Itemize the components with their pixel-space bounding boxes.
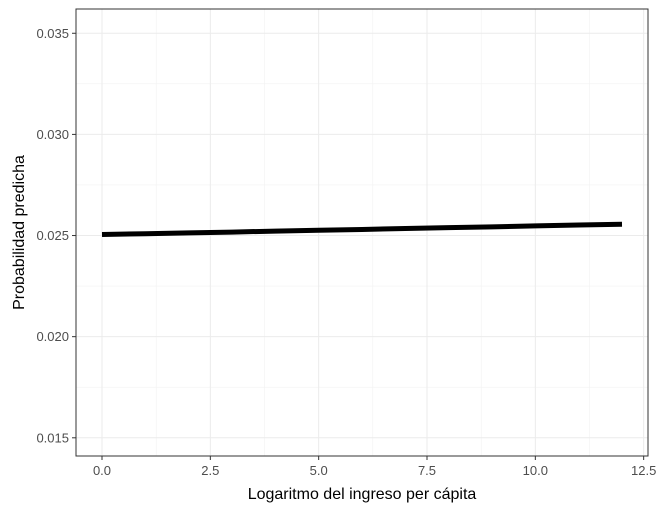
series-layer [101, 221, 623, 238]
minor-gridlines [76, 9, 648, 456]
y-axis: 0.015 0.020 0.025 0.030 0.035 [36, 26, 76, 445]
x-tick-label: 5.0 [310, 463, 328, 478]
series-line [101, 221, 623, 238]
x-tick-label: 12.5 [631, 463, 656, 478]
x-tick-label: 2.5 [201, 463, 219, 478]
y-tick-label: 0.035 [36, 26, 69, 41]
x-tick-label: 10.0 [523, 463, 548, 478]
x-axis: 0.0 2.5 5.0 7.5 10.0 12.5 [93, 456, 656, 478]
x-tick-label: 7.5 [418, 463, 436, 478]
major-gridlines [76, 9, 648, 456]
x-axis-title: Logaritmo del ingreso per cápita [248, 486, 477, 503]
y-axis-title: Probabilidad predicha [11, 155, 28, 310]
y-tick-label: 0.015 [36, 430, 69, 445]
y-tick-label: 0.020 [36, 329, 69, 344]
y-tick-label: 0.030 [36, 127, 69, 142]
panel-border [75, 8, 649, 457]
x-tick-label: 0.0 [93, 463, 111, 478]
y-tick-label: 0.025 [36, 228, 69, 243]
